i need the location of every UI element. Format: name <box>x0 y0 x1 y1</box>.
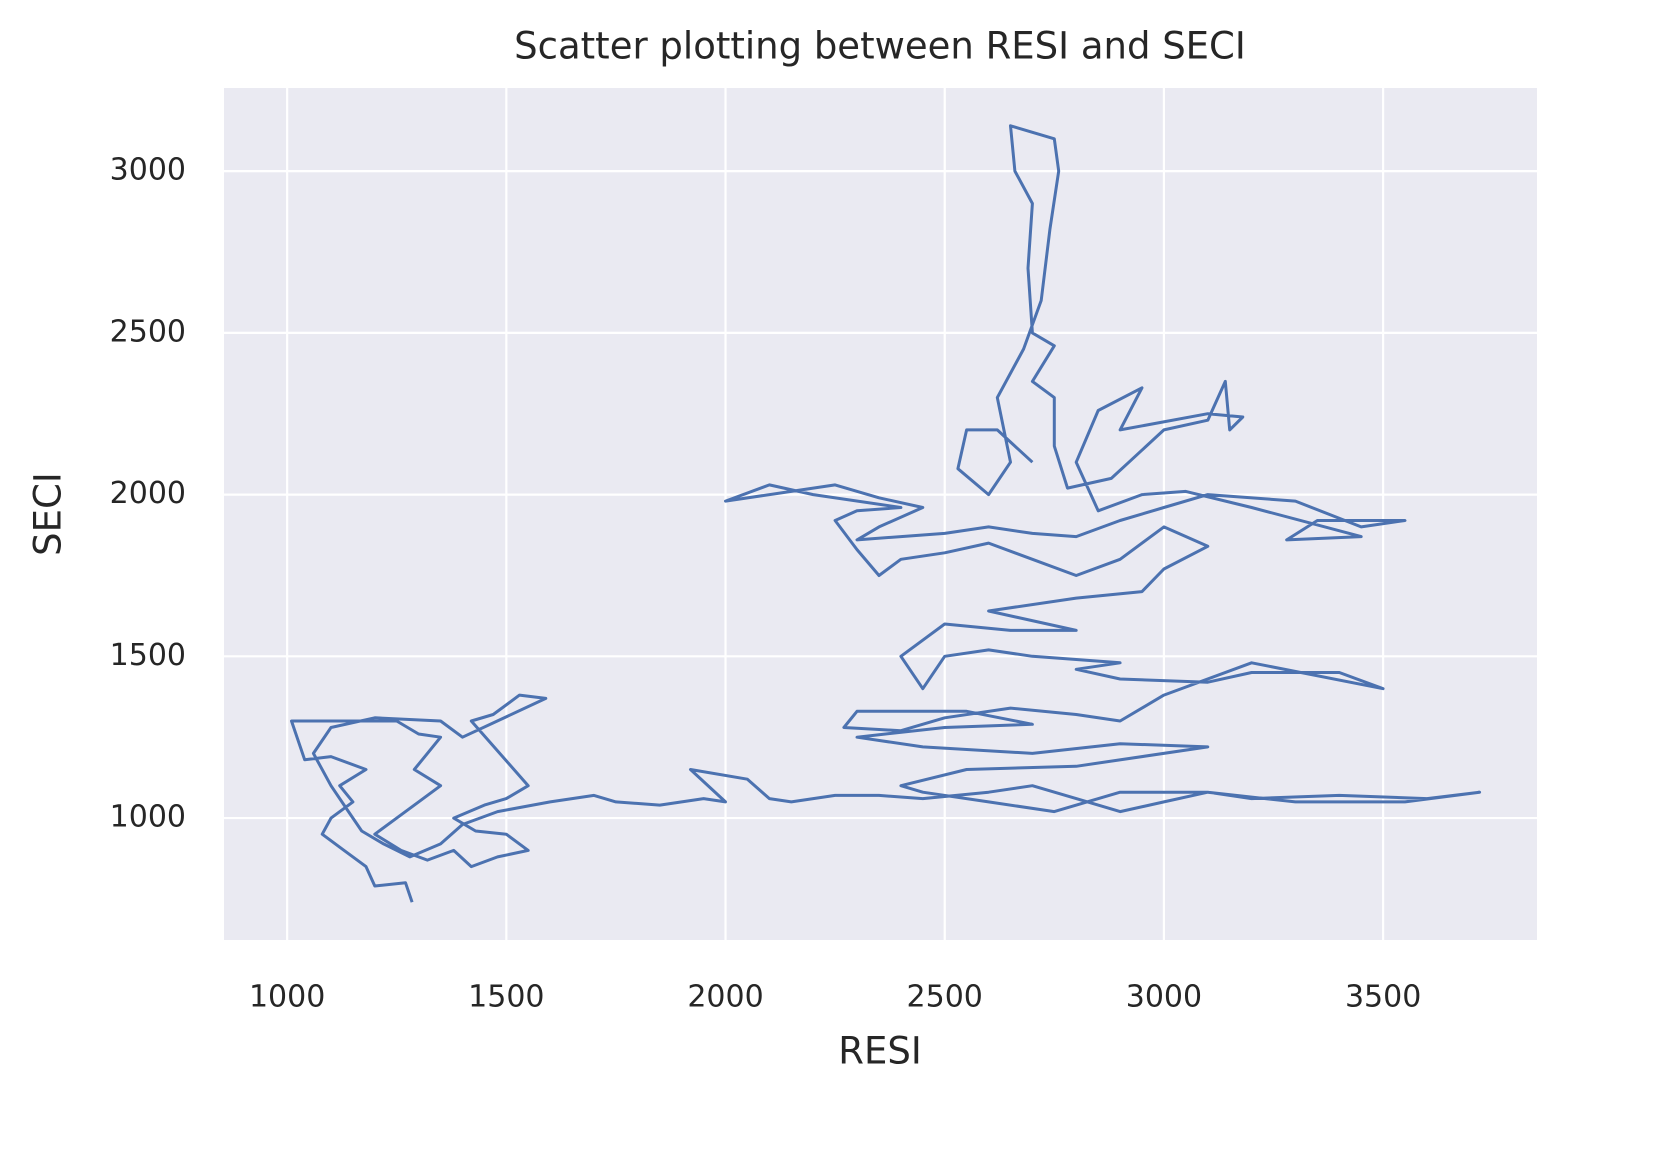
x-tick-label: 2000 <box>687 980 763 1015</box>
y-tick-label: 3000 <box>110 153 186 188</box>
x-tick-label: 3500 <box>1345 980 1421 1015</box>
y-tick-label: 2500 <box>110 314 186 349</box>
chart-title: Scatter plotting between RESI and SECI <box>514 25 1246 68</box>
y-axis-label: SECI <box>27 472 70 556</box>
data-line <box>290 124 1482 903</box>
x-tick-label: 2500 <box>907 980 983 1015</box>
x-tick-label: 3000 <box>1126 980 1202 1015</box>
y-tick-label: 2000 <box>110 476 186 511</box>
y-tick-label: 1500 <box>110 638 186 673</box>
x-axis-label: RESI <box>838 1030 922 1073</box>
plot-area <box>224 88 1537 940</box>
y-tick-label: 1000 <box>110 800 186 835</box>
x-tick-label: 1500 <box>468 980 544 1015</box>
x-tick-label: 1000 <box>249 980 325 1015</box>
